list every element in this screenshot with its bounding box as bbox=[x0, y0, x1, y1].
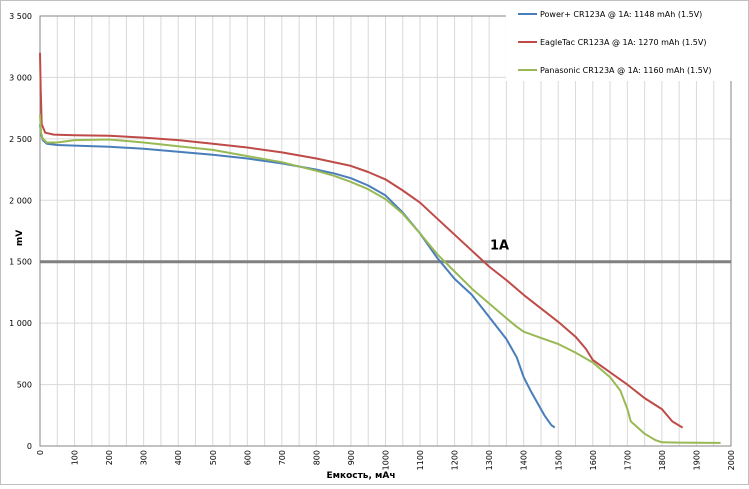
x-tick-label: 1500 bbox=[554, 450, 563, 470]
x-tick-label: 1900 bbox=[692, 450, 701, 470]
legend-label-3: Panasonic CR123A @ 1A: 1160 mAh (1.5V) bbox=[540, 66, 712, 75]
x-tick-label: 1100 bbox=[416, 450, 425, 470]
x-tick-label: 900 bbox=[347, 450, 356, 465]
x-tick-label: 600 bbox=[243, 450, 252, 465]
x-tick-label: 200 bbox=[105, 450, 114, 465]
series-line-3 bbox=[39, 114, 721, 444]
y-tick-label: 3 000 bbox=[9, 73, 32, 82]
x-tick-label: 1300 bbox=[485, 450, 494, 470]
y-tick-label: 3 500 bbox=[9, 12, 32, 21]
legend-label-1: Power+ CR123A @ 1A: 1148 mAh (1.5V) bbox=[540, 10, 702, 19]
tick-labels: 0 500 1 000 1 500 2 000 2 500 3 000 3 500 0 100 20… bbox=[9, 12, 736, 470]
x-tick-label: 100 bbox=[71, 450, 80, 465]
x-tick-label: 2000 bbox=[727, 450, 736, 470]
y-tick-label: 2 500 bbox=[9, 135, 32, 144]
x-tick-label: 800 bbox=[312, 450, 321, 465]
series-group bbox=[39, 52, 721, 444]
x-tick-label: 0 bbox=[36, 450, 45, 455]
x-tick-label: 400 bbox=[174, 450, 183, 465]
x-tick-label: 1000 bbox=[382, 450, 391, 470]
x-tick-label: 700 bbox=[278, 450, 287, 465]
x-tick-label: 500 bbox=[209, 450, 218, 465]
reference-line-label: 1A bbox=[490, 239, 509, 254]
series-line-1 bbox=[39, 123, 556, 429]
legend-box bbox=[506, 1, 736, 81]
x-tick-label: 1400 bbox=[520, 450, 529, 470]
series-line-2 bbox=[39, 52, 684, 429]
y-axis-label: mV bbox=[15, 230, 25, 246]
x-tick-label: 1700 bbox=[623, 450, 632, 470]
reference-line-group: 1A bbox=[40, 239, 731, 264]
x-tick-label: 1800 bbox=[658, 450, 667, 470]
x-tick-label: 1200 bbox=[451, 450, 460, 470]
plot-area-frame bbox=[39, 15, 732, 447]
y-tick-label: 0 bbox=[27, 442, 32, 451]
y-tick-label: 1 000 bbox=[9, 319, 32, 328]
legend-label-2: EagleTac CR123A @ 1A: 1270 mAh (1.5V) bbox=[540, 38, 706, 47]
x-tick-label: 1600 bbox=[589, 450, 598, 470]
legend: Power+ CR123A @ 1A: 1148 mAh (1.5V) Eagle… bbox=[506, 1, 736, 81]
x-axis-label: Емкость, мАч bbox=[326, 471, 395, 481]
y-tick-label: 500 bbox=[17, 381, 32, 390]
y-tick-label: 1 500 bbox=[9, 258, 32, 267]
x-tick-label: 300 bbox=[140, 450, 149, 465]
y-tick-label: 2 000 bbox=[9, 196, 32, 205]
